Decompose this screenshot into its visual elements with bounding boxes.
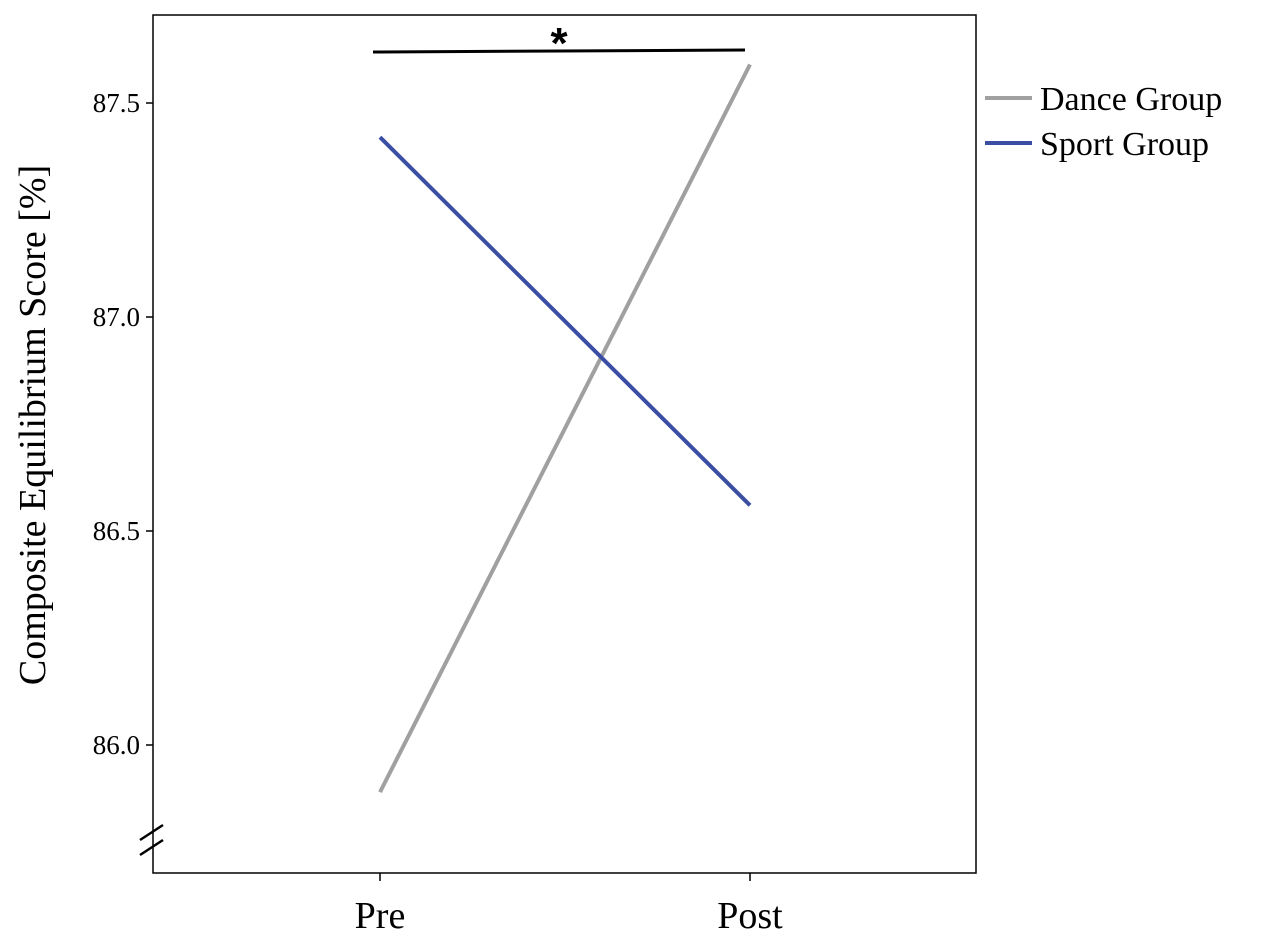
y-tick-label: 87.0 [93,302,140,332]
y-axis-title: Composite Equilibrium Score [%] [12,165,54,685]
series-layer [378,63,752,794]
significance-annotation: * [372,19,746,68]
legend: Dance Group Sport Group [985,81,1222,163]
x-tick-label: Pre [355,895,406,937]
legend-label-sport-group: Sport Group [1040,126,1209,163]
y-tick-label: 86.0 [93,730,140,760]
axis-break-icon [139,823,164,857]
y-tick-label: 87.5 [93,88,140,118]
significance-bar [372,48,746,54]
y-tick-label: 86.5 [93,516,140,546]
legend-label-dance-group: Dance Group [1040,81,1222,118]
plot-frame [152,14,977,874]
y-axis: 86.0 86.5 87.0 87.5 [93,88,153,760]
series-line-dance-group [378,63,752,794]
x-axis: Pre Post [355,873,783,937]
x-tick-label: Post [717,895,783,937]
series-line-sport-group [378,135,752,507]
significance-star: * [550,19,568,68]
